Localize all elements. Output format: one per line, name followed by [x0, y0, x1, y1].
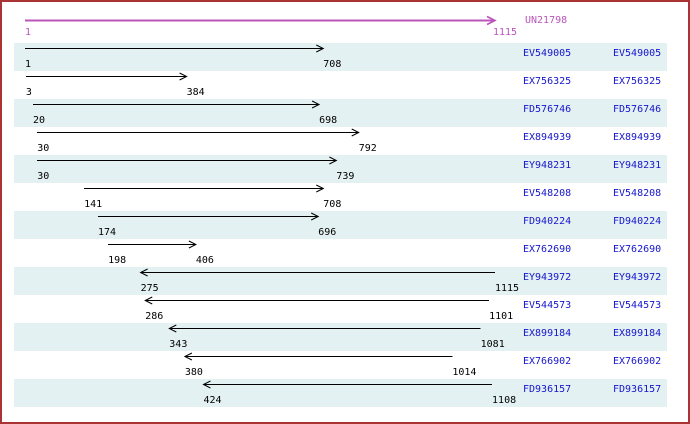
alignment-end-coord: 1101 [489, 311, 514, 322]
accession-link-secondary[interactable]: EY948231 [613, 160, 662, 171]
alignment-start-coord: 141 [84, 199, 103, 210]
alignment-row: 286 1101 EV544573 EV544573 [2, 295, 688, 323]
alignment-arrow-icon [25, 44, 325, 53]
alignment-row: 20 698 FD576746 FD576746 [2, 99, 688, 127]
row-band [14, 267, 667, 295]
accession-link-secondary[interactable]: FD940224 [613, 216, 662, 227]
row-band [14, 379, 667, 407]
alignment-row: 174 696 FD940224 FD940224 [2, 211, 688, 239]
alignment-start-coord: 198 [108, 255, 127, 266]
alignment-end-coord: 1014 [452, 367, 477, 378]
alignment-end-coord: 739 [336, 171, 355, 182]
alignment-end-coord: 1115 [495, 283, 520, 294]
alignment-arrow-icon [183, 352, 453, 361]
alignment-start-coord: 20 [33, 115, 46, 126]
accession-link-primary[interactable]: EX756325 [523, 76, 572, 87]
alignment-arrow-icon [168, 324, 481, 333]
alignment-arrow-icon [139, 268, 495, 277]
alignment-arrow-icon [202, 380, 493, 389]
alignment-end-coord: 696 [318, 227, 337, 238]
accession-link-secondary[interactable]: EY943972 [613, 272, 662, 283]
accession-link-primary[interactable]: FD936157 [523, 384, 572, 395]
accession-link-secondary[interactable]: EX899184 [613, 328, 662, 339]
row-band [14, 323, 667, 351]
alignment-arrow-icon [25, 72, 188, 81]
alignment-start-coord: 424 [203, 395, 222, 406]
accession-link-secondary[interactable]: EV549005 [613, 48, 662, 59]
row-band [14, 211, 667, 239]
alignment-end-coord: 1108 [492, 395, 517, 406]
accession-link-primary[interactable]: EV548208 [523, 188, 572, 199]
accession-link-secondary[interactable]: EX766902 [613, 356, 662, 367]
alignment-row: 141 708 EV548208 EV548208 [2, 183, 688, 211]
accession-link-secondary[interactable]: EV544573 [613, 300, 662, 311]
accession-link-secondary[interactable]: EX756325 [613, 76, 662, 87]
reference-row: UN21798 1 1115 [2, 2, 688, 43]
accession-link-primary[interactable]: FD576746 [523, 104, 572, 115]
accession-link-primary[interactable]: EX766902 [523, 356, 572, 367]
accession-link-primary[interactable]: EV544573 [523, 300, 572, 311]
reference-start-coord: 1 [25, 27, 32, 38]
accession-link-primary[interactable]: EX899184 [523, 328, 572, 339]
alignment-start-coord: 275 [140, 283, 159, 294]
alignment-end-coord: 406 [195, 255, 214, 266]
reference-end-coord: 1115 [493, 27, 518, 38]
alignment-end-coord: 708 [323, 59, 342, 70]
accession-link-secondary[interactable]: EX894939 [613, 132, 662, 143]
alignment-start-coord: 174 [97, 227, 117, 238]
alignment-end-coord: 384 [186, 87, 205, 98]
alignment-start-coord: 30 [37, 171, 50, 182]
alignment-end-coord: 698 [319, 115, 338, 126]
alignment-row: 343 1081 EX899184 EX899184 [2, 323, 688, 351]
alignment-start-coord: 343 [169, 339, 188, 350]
unigene-id-link[interactable]: UN21798 [525, 15, 568, 26]
alignment-row: 424 1108 FD936157 FD936157 [2, 379, 688, 407]
accession-link-secondary[interactable]: FD576746 [613, 104, 662, 115]
accession-link-primary[interactable]: EY943972 [523, 272, 572, 283]
alignment-row: 198 406 EX762690 EX762690 [2, 239, 688, 267]
alignment-end-coord: 792 [358, 143, 377, 154]
alignment-row: 30 792 EX894939 EX894939 [2, 127, 688, 155]
alignment-arrow-icon [37, 156, 338, 165]
accession-link-primary[interactable]: EY948231 [523, 160, 572, 171]
accession-link-primary[interactable]: EX894939 [523, 132, 572, 143]
accession-link-secondary[interactable]: FD936157 [613, 384, 662, 395]
alignment-row: 1 708 EV549005 EV549005 [2, 43, 688, 71]
accession-link-primary[interactable]: FD940224 [523, 216, 572, 227]
alignment-row: 30 739 EY948231 EY948231 [2, 155, 688, 183]
alignment-end-coord: 708 [323, 199, 342, 210]
row-band [14, 99, 667, 127]
accession-link-secondary[interactable]: EX762690 [613, 244, 662, 255]
alignment-arrow-icon [144, 296, 490, 305]
alignment-row: 275 1115 EY943972 EY943972 [2, 267, 688, 295]
alignment-arrow-icon [108, 240, 197, 249]
alignment-start-coord: 1 [25, 59, 32, 70]
alignment-end-coord: 1081 [480, 339, 505, 350]
alignment-row: 380 1014 EX766902 EX766902 [2, 351, 688, 379]
accession-link-secondary[interactable]: EV548208 [613, 188, 662, 199]
alignment-start-coord: 286 [145, 311, 164, 322]
alignment-start-coord: 380 [184, 367, 203, 378]
accession-link-primary[interactable]: EX762690 [523, 244, 572, 255]
alignment-arrow-icon [37, 128, 360, 137]
row-band [14, 155, 667, 183]
reference-arrow-icon [25, 15, 497, 26]
alignment-arrow-icon [84, 184, 325, 193]
row-band [14, 43, 667, 71]
alignment-arrow-icon [97, 212, 320, 221]
alignment-arrow-icon [33, 100, 321, 109]
accession-link-primary[interactable]: EV549005 [523, 48, 572, 59]
alignment-row: 3 384 EX756325 EX756325 [2, 71, 688, 99]
alignment-start-coord: 30 [37, 143, 50, 154]
alignment-start-coord: 3 [25, 87, 32, 98]
